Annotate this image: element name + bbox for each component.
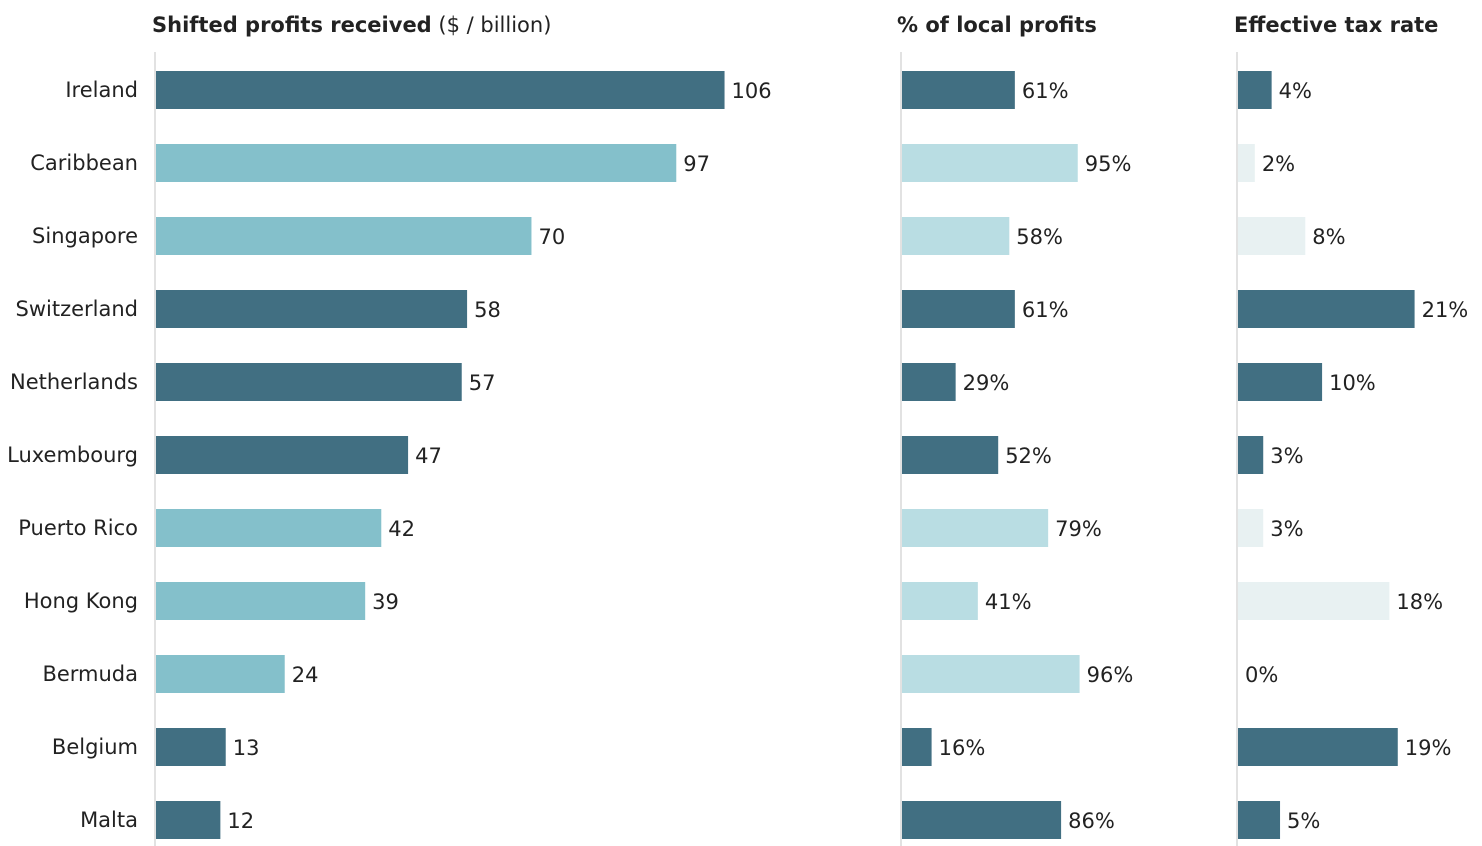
panel-2-bar-luxembourg	[902, 436, 999, 474]
panel-2-bar-bermuda	[902, 655, 1080, 693]
panel-1: 106 97 70 58 57 47 42 39 24 13 12	[154, 52, 772, 846]
panel-3-value-label-ireland: 4%	[1279, 79, 1312, 103]
category-label-switzerland: Switzerland	[16, 297, 139, 321]
panel-1-title-unit: ($ / billion)	[432, 13, 552, 37]
panel-3-bar-luxembourg	[1238, 436, 1264, 474]
panel-2-title-bold: % of local profits	[897, 13, 1097, 37]
panel-3-value-label-hong-kong: 18%	[1396, 590, 1443, 614]
category-label-belgium: Belgium	[52, 735, 138, 759]
panel-3-title-bold: Effective tax rate	[1234, 13, 1438, 37]
panel-2-value-label-switzerland: 61%	[1022, 298, 1069, 322]
panel-1-value-label-switzerland: 58	[474, 298, 501, 322]
panel-3-value-label-malta: 5%	[1287, 809, 1320, 833]
panel-1-value-label-singapore: 70	[538, 225, 565, 249]
panel-2-value-label-netherlands: 29%	[963, 371, 1010, 395]
panels: 106 97 70 58 57 47 42 39 24 13 12 61% 95% 58% 61% 29% 52…	[154, 52, 1469, 846]
panel-1-bar-netherlands	[156, 363, 462, 401]
panel-3-bar-hong-kong	[1238, 582, 1390, 620]
category-label-malta: Malta	[80, 808, 138, 832]
panel-3-bar-singapore	[1238, 217, 1306, 255]
category-label-singapore: Singapore	[32, 224, 138, 248]
panel-2-title: % of local profits	[897, 13, 1097, 37]
category-label-luxembourg: Luxembourg	[7, 443, 138, 467]
panel-1-bar-malta	[156, 801, 221, 839]
panel-1-value-label-belgium: 13	[233, 736, 260, 760]
panel-3-value-label-belgium: 19%	[1405, 736, 1452, 760]
panel-2-bar-singapore	[902, 217, 1010, 255]
panel-3-bar-belgium	[1238, 728, 1398, 766]
panel-1-bar-bermuda	[156, 655, 285, 693]
panel-1-bar-switzerland	[156, 290, 468, 328]
panel-1-value-label-puerto-rico: 42	[388, 517, 415, 541]
panel-2-bar-switzerland	[902, 290, 1015, 328]
panel-1-value-label-hong-kong: 39	[372, 590, 399, 614]
panel-2-bar-ireland	[902, 71, 1015, 109]
panel-2-value-label-caribbean: 95%	[1085, 152, 1132, 176]
panel-1-value-label-bermuda: 24	[292, 663, 319, 687]
panel-3-value-label-caribbean: 2%	[1262, 152, 1295, 176]
panel-3-value-label-puerto-rico: 3%	[1270, 517, 1303, 541]
panel-2-bar-malta	[902, 801, 1062, 839]
panel-1-title-bold: Shifted profits received	[152, 13, 432, 37]
panel-2-value-label-belgium: 16%	[939, 736, 986, 760]
category-label-hong-kong: Hong Kong	[24, 589, 138, 613]
panel-1-bar-luxembourg	[156, 436, 409, 474]
panel-1-bar-puerto-rico	[156, 509, 382, 547]
panel-1-title: Shifted profits received ($ / billion)	[152, 13, 551, 37]
panel-2-bar-netherlands	[902, 363, 956, 401]
panel-3-bar-netherlands	[1238, 363, 1323, 401]
panel-3-bar-malta	[1238, 801, 1281, 839]
panel-1-value-label-caribbean: 97	[683, 152, 710, 176]
panel-3-bar-switzerland	[1238, 290, 1415, 328]
category-label-bermuda: Bermuda	[42, 662, 138, 686]
category-label-ireland: Ireland	[65, 78, 138, 102]
panel-1-bar-ireland	[156, 71, 725, 109]
panel-3-title: Effective tax rate	[1234, 13, 1438, 37]
panel-3-bar-ireland	[1238, 71, 1272, 109]
panel-1-value-label-ireland: 106	[732, 79, 772, 103]
panel-2-bar-puerto-rico	[902, 509, 1049, 547]
panel-1-bar-caribbean	[156, 144, 677, 182]
panel-2-value-label-hong-kong: 41%	[985, 590, 1032, 614]
panel-1-bar-hong-kong	[156, 582, 366, 620]
panel-titles: Shifted profits received ($ / billion) %…	[152, 13, 1438, 37]
panel-3-value-label-singapore: 8%	[1312, 225, 1345, 249]
panel-3-bar-caribbean	[1238, 144, 1255, 182]
panel-3-value-label-netherlands: 10%	[1329, 371, 1376, 395]
panel-1-value-label-malta: 12	[227, 809, 254, 833]
panel-2-value-label-singapore: 58%	[1016, 225, 1063, 249]
panel-2: 61% 95% 58% 61% 29% 52% 79% 41% 96% 16% 86%	[900, 52, 1134, 846]
category-label-puerto-rico: Puerto Rico	[18, 516, 138, 540]
panel-2-value-label-ireland: 61%	[1022, 79, 1069, 103]
panel-1-value-label-netherlands: 57	[469, 371, 496, 395]
category-labels: Ireland Caribbean Singapore Switzerland Neth…	[7, 78, 138, 832]
panel-1-bar-belgium	[156, 728, 226, 766]
panel-2-value-label-puerto-rico: 79%	[1055, 517, 1102, 541]
panel-2-bar-caribbean	[902, 144, 1078, 182]
category-label-caribbean: Caribbean	[30, 151, 138, 175]
panel-2-value-label-bermuda: 96%	[1087, 663, 1134, 687]
panel-2-bar-hong-kong	[902, 582, 978, 620]
panel-3-value-label-switzerland: 21%	[1422, 298, 1469, 322]
panel-3-value-label-bermuda: 0%	[1245, 663, 1278, 687]
panel-1-bar-singapore	[156, 217, 532, 255]
panel-2-value-label-luxembourg: 52%	[1005, 444, 1052, 468]
panel-2-value-label-malta: 86%	[1068, 809, 1115, 833]
panel-3: 4% 2% 8% 21% 10% 3% 3% 18% 0% 19% 5%	[1236, 52, 1469, 846]
panel-1-value-label-luxembourg: 47	[415, 444, 442, 468]
category-label-netherlands: Netherlands	[10, 370, 138, 394]
panel-3-bar-puerto-rico	[1238, 509, 1264, 547]
panel-3-value-label-luxembourg: 3%	[1270, 444, 1303, 468]
panel-2-bar-belgium	[902, 728, 932, 766]
